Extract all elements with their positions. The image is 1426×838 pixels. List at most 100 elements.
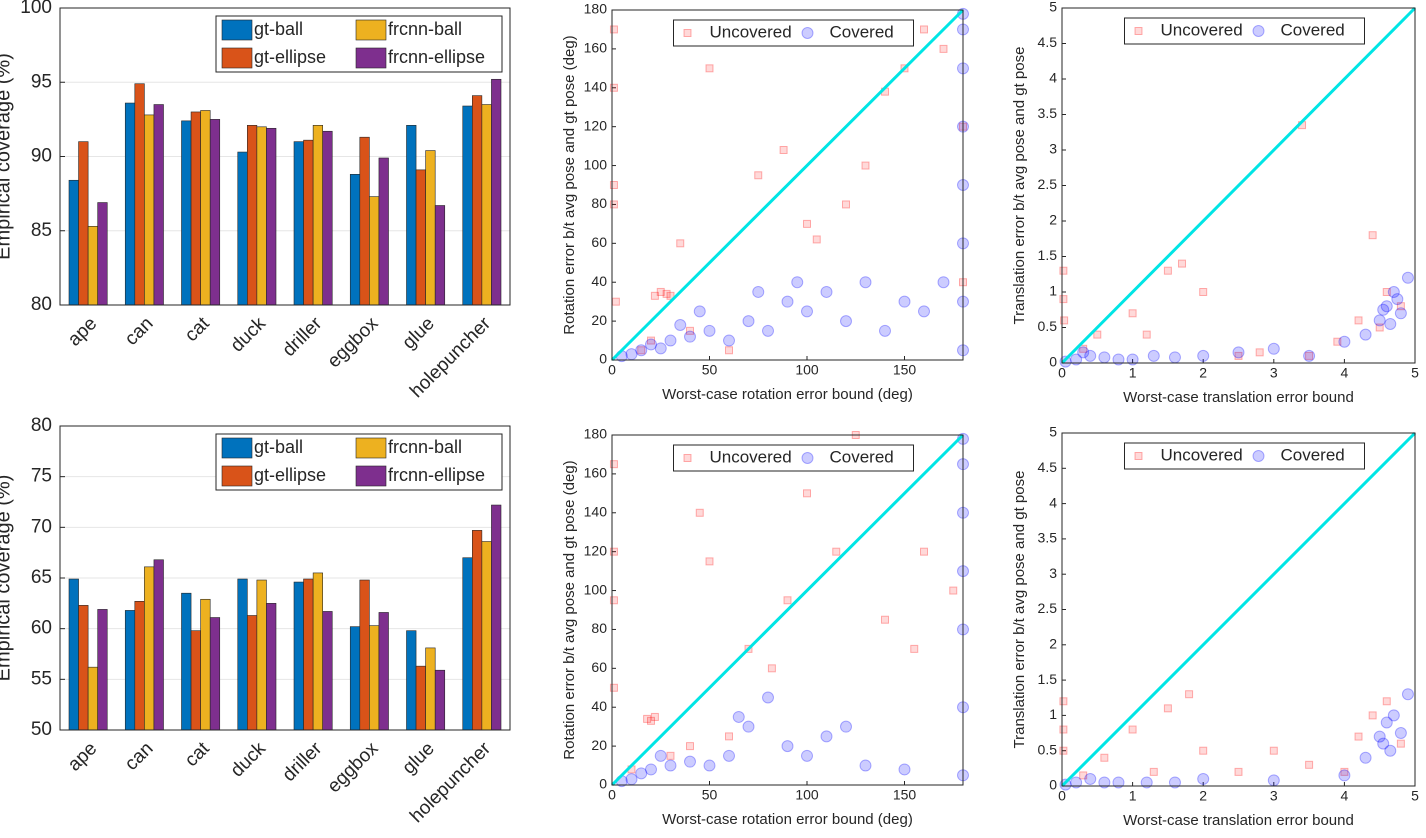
bar — [415, 665, 426, 731]
legend-label: gt-ellipse — [254, 465, 326, 485]
point — [686, 326, 694, 335]
point — [664, 759, 677, 772]
x-tick-label: ape — [64, 738, 101, 775]
y-tick-label: 2.5 — [1038, 600, 1058, 616]
point — [1267, 774, 1280, 787]
point — [1168, 776, 1181, 789]
y-tick-label: 3.5 — [1038, 530, 1058, 546]
point — [654, 749, 667, 762]
bar — [481, 104, 492, 306]
bar — [415, 169, 426, 306]
bar — [378, 157, 389, 306]
legend-label: Uncovered — [1161, 20, 1243, 39]
bar — [293, 581, 304, 731]
y-tick-label: 80 — [31, 294, 52, 315]
x-tick-label: 150 — [893, 362, 917, 378]
legend-label: Uncovered — [710, 22, 792, 41]
point — [637, 346, 646, 355]
y-tick-label: 50 — [31, 719, 52, 740]
bar — [247, 125, 258, 306]
y-tick-label: 1.5 — [1038, 247, 1058, 263]
point — [1377, 737, 1390, 750]
y-tick-label: 100 — [20, 0, 52, 18]
bar — [153, 104, 164, 306]
point — [754, 171, 763, 180]
point — [609, 200, 618, 209]
bar — [256, 579, 267, 731]
legend-label: Covered — [830, 22, 894, 41]
x-axis-label: Worst-case rotation error bound (deg) — [662, 386, 913, 403]
bar — [349, 174, 361, 306]
y-tick-label: 4 — [1049, 70, 1057, 86]
y-tick-label: 0 — [1049, 354, 1057, 370]
point — [1070, 776, 1083, 789]
bar — [425, 647, 436, 731]
y-axis-label: Translation error b/t avg pose and gt po… — [1011, 47, 1028, 325]
point — [779, 146, 788, 154]
point — [1199, 746, 1208, 755]
point — [705, 64, 714, 73]
legend-label: gt-ellipse — [254, 47, 326, 67]
point — [723, 749, 735, 762]
point — [1126, 353, 1139, 366]
x-tick-label: 4 — [1341, 788, 1349, 804]
y-axis-label: Rotation error b/t avg pose and gt pose … — [561, 460, 578, 759]
legend-swatch — [355, 47, 387, 69]
point — [1368, 231, 1377, 240]
bar — [472, 95, 483, 306]
x-tick-label: 5 — [1411, 788, 1419, 804]
point — [654, 342, 667, 355]
bar — [349, 626, 361, 731]
y-tick-label: 0 — [599, 776, 607, 792]
y-tick-label: 0 — [599, 351, 607, 367]
point — [625, 773, 638, 786]
point — [898, 295, 911, 308]
y-axis-label: Rotation error b/t avg pose and gt pose … — [561, 35, 578, 334]
bar — [293, 141, 304, 306]
point — [861, 161, 870, 170]
legend-marker — [683, 29, 692, 37]
bar — [434, 669, 446, 731]
point — [1234, 351, 1243, 360]
x-tick-label: 50 — [702, 362, 718, 378]
point — [1185, 690, 1194, 699]
bar — [78, 605, 89, 731]
y-tick-label: 0 — [1049, 777, 1057, 793]
x-tick-label: 0 — [608, 362, 616, 378]
point — [609, 683, 618, 692]
point — [666, 291, 675, 300]
y-tick-label: 1.5 — [1038, 671, 1058, 687]
point — [762, 324, 774, 337]
point — [1197, 349, 1210, 362]
point — [1168, 351, 1181, 364]
point — [1059, 266, 1068, 275]
diagonal-line — [610, 8, 965, 362]
point — [1333, 337, 1342, 346]
bar — [181, 592, 192, 731]
point — [645, 338, 657, 351]
point — [742, 720, 755, 733]
y-tick-label: 90 — [31, 146, 52, 167]
point — [1060, 316, 1069, 325]
point — [732, 710, 745, 723]
legend-marker — [801, 452, 814, 464]
bar — [97, 202, 108, 306]
point — [1373, 730, 1386, 743]
y-tick-label: 5 — [1049, 0, 1057, 15]
point — [656, 287, 665, 296]
bar — [303, 578, 314, 731]
point — [609, 181, 618, 189]
bar — [190, 630, 201, 731]
point — [1128, 725, 1137, 734]
x-tick-label: 0 — [608, 787, 616, 803]
point — [1305, 760, 1314, 769]
point — [1338, 335, 1351, 348]
bar — [434, 205, 446, 306]
x-tick-label: eggbox — [324, 313, 383, 372]
y-tick-label: 85 — [31, 220, 52, 241]
bar — [134, 601, 145, 731]
y-tick-label: 120 — [584, 542, 608, 558]
x-tick-label: duck — [227, 738, 271, 782]
point — [1382, 288, 1391, 296]
point — [643, 714, 652, 723]
